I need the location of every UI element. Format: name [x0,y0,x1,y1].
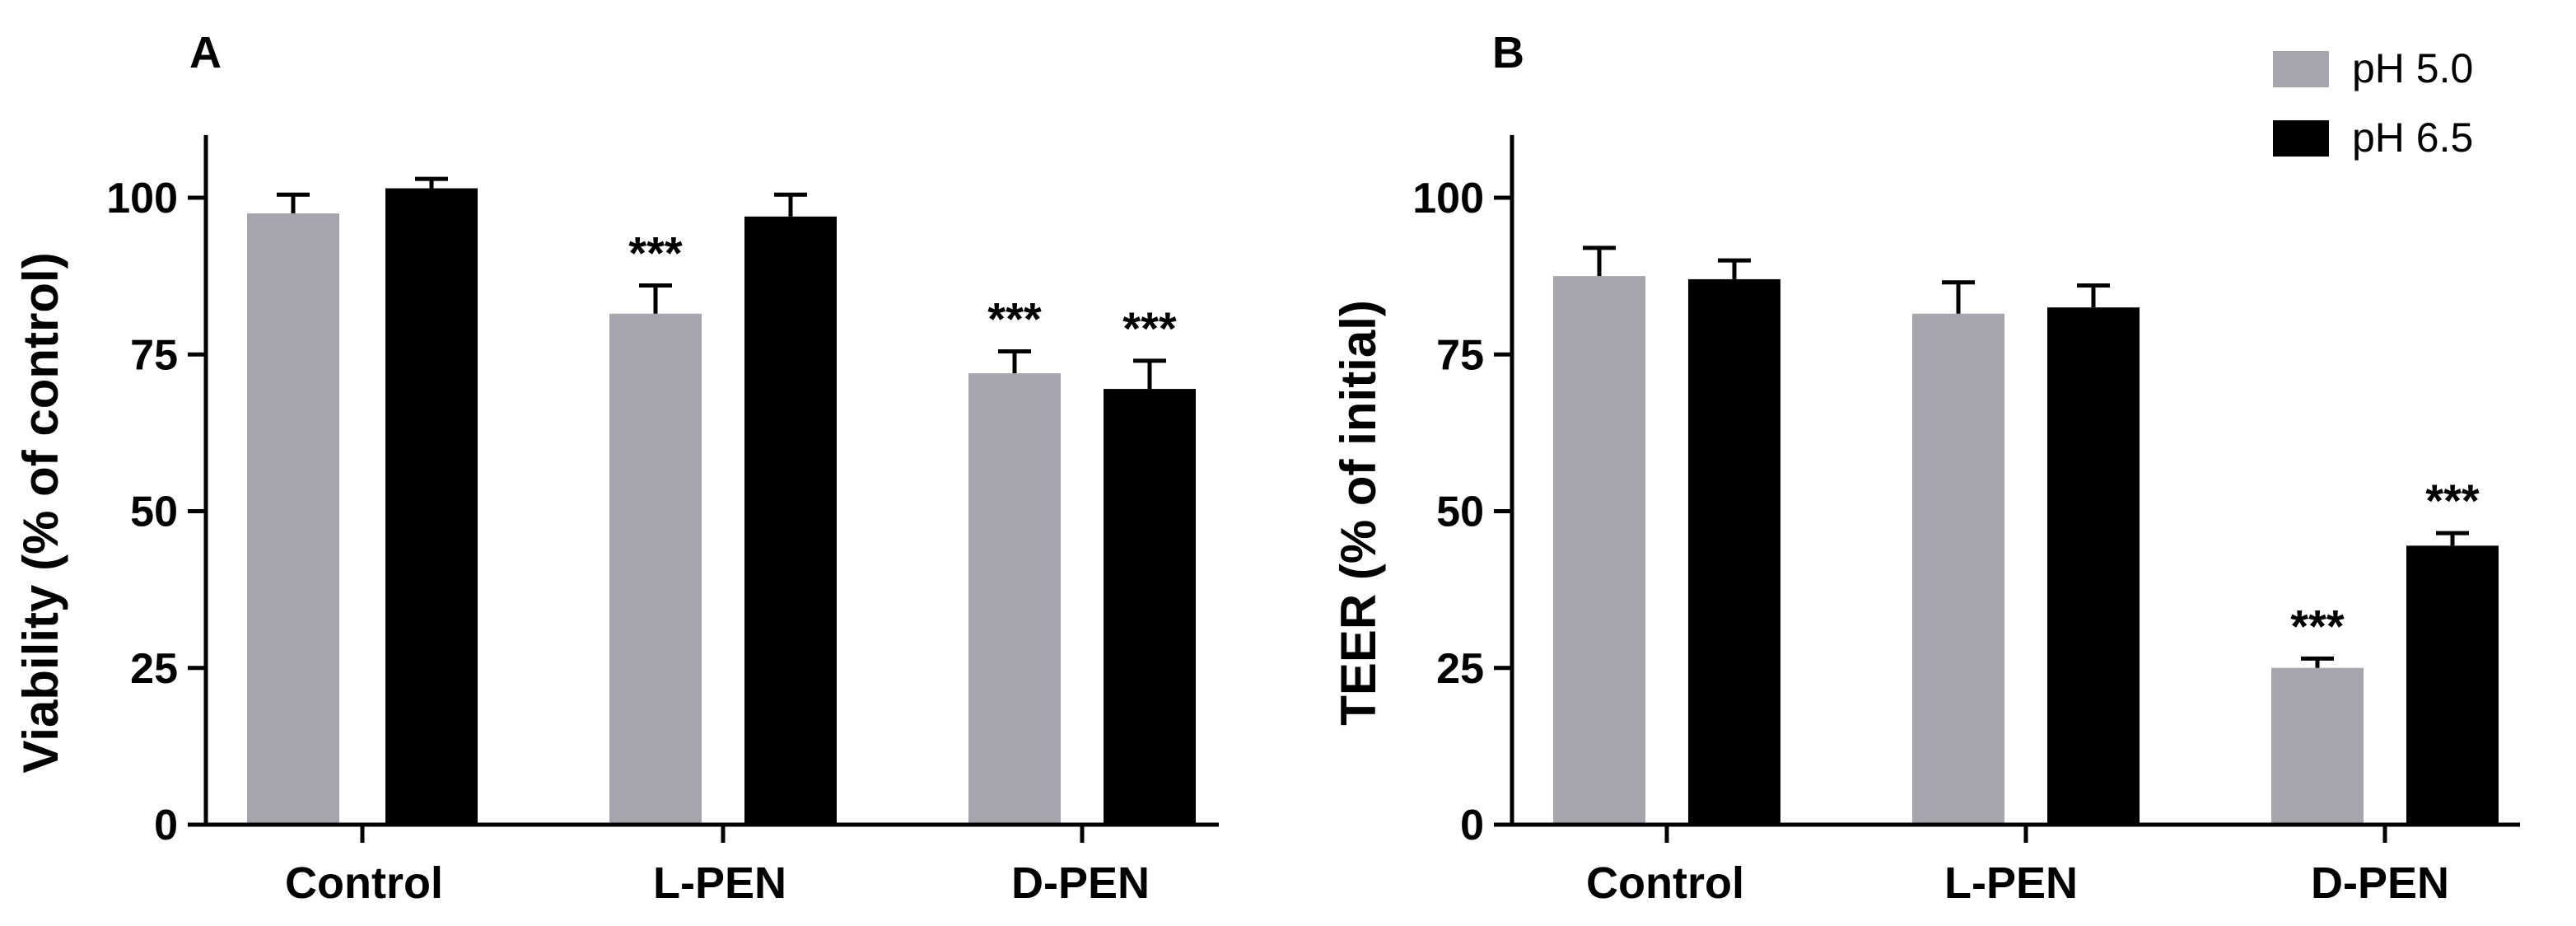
y-tick-label: 75 [130,331,178,379]
legend-label: pH 6.5 [2352,115,2473,161]
bar [2271,667,2364,825]
legend-swatch [2273,51,2329,87]
y-tick-label: 25 [130,645,178,693]
significance-label: *** [2290,600,2345,652]
y-tick-label: 100 [1412,175,1484,222]
bar [385,188,478,825]
category-label: Control [1586,858,1744,908]
y-tick-label: 50 [130,489,178,536]
category-label: L-PEN [1944,858,2078,908]
legend: pH 5.0 pH 6.5 [2273,45,2473,161]
y-axis-title: TEER (% of initial) [1331,300,1386,726]
panel-label: A [189,28,222,77]
panel-b: B *** *** 0 25 50 75 100 Control L-PEN D-PEN TEER (… [1331,28,2520,908]
y-tick-label: 100 [106,175,178,222]
bar [1912,313,2004,825]
panel-label: B [1492,28,1524,77]
panel-a: A *** *** *** 0 25 50 75 100 Control L-PEN D-PEN Via… [13,28,1219,908]
bar [968,373,1061,825]
y-tick-label: 0 [1460,802,1484,849]
y-tick-label: 50 [1436,489,1484,536]
category-label: D-PEN [2311,858,2449,908]
bar [1104,389,1196,825]
significance-label: *** [987,292,1042,344]
significance-label: *** [1122,302,1177,354]
bar [247,213,339,825]
y-tick-label: 25 [1436,645,1484,693]
category-label: L-PEN [653,858,786,908]
bar [2406,545,2499,825]
bar [2047,307,2140,825]
bar [1553,276,1645,825]
category-label: D-PEN [1011,858,1150,908]
legend-label: pH 5.0 [2352,45,2473,91]
significance-label: *** [628,227,683,279]
y-tick-label: 0 [154,802,178,849]
y-tick-label: 75 [1436,331,1484,379]
y-axis-title: Viability (% of control) [13,252,68,773]
legend-swatch [2273,120,2329,157]
bar [744,216,837,825]
bar [1688,278,1780,825]
category-label: Control [285,858,443,908]
bar [609,313,702,825]
significance-label: *** [2425,475,2480,526]
